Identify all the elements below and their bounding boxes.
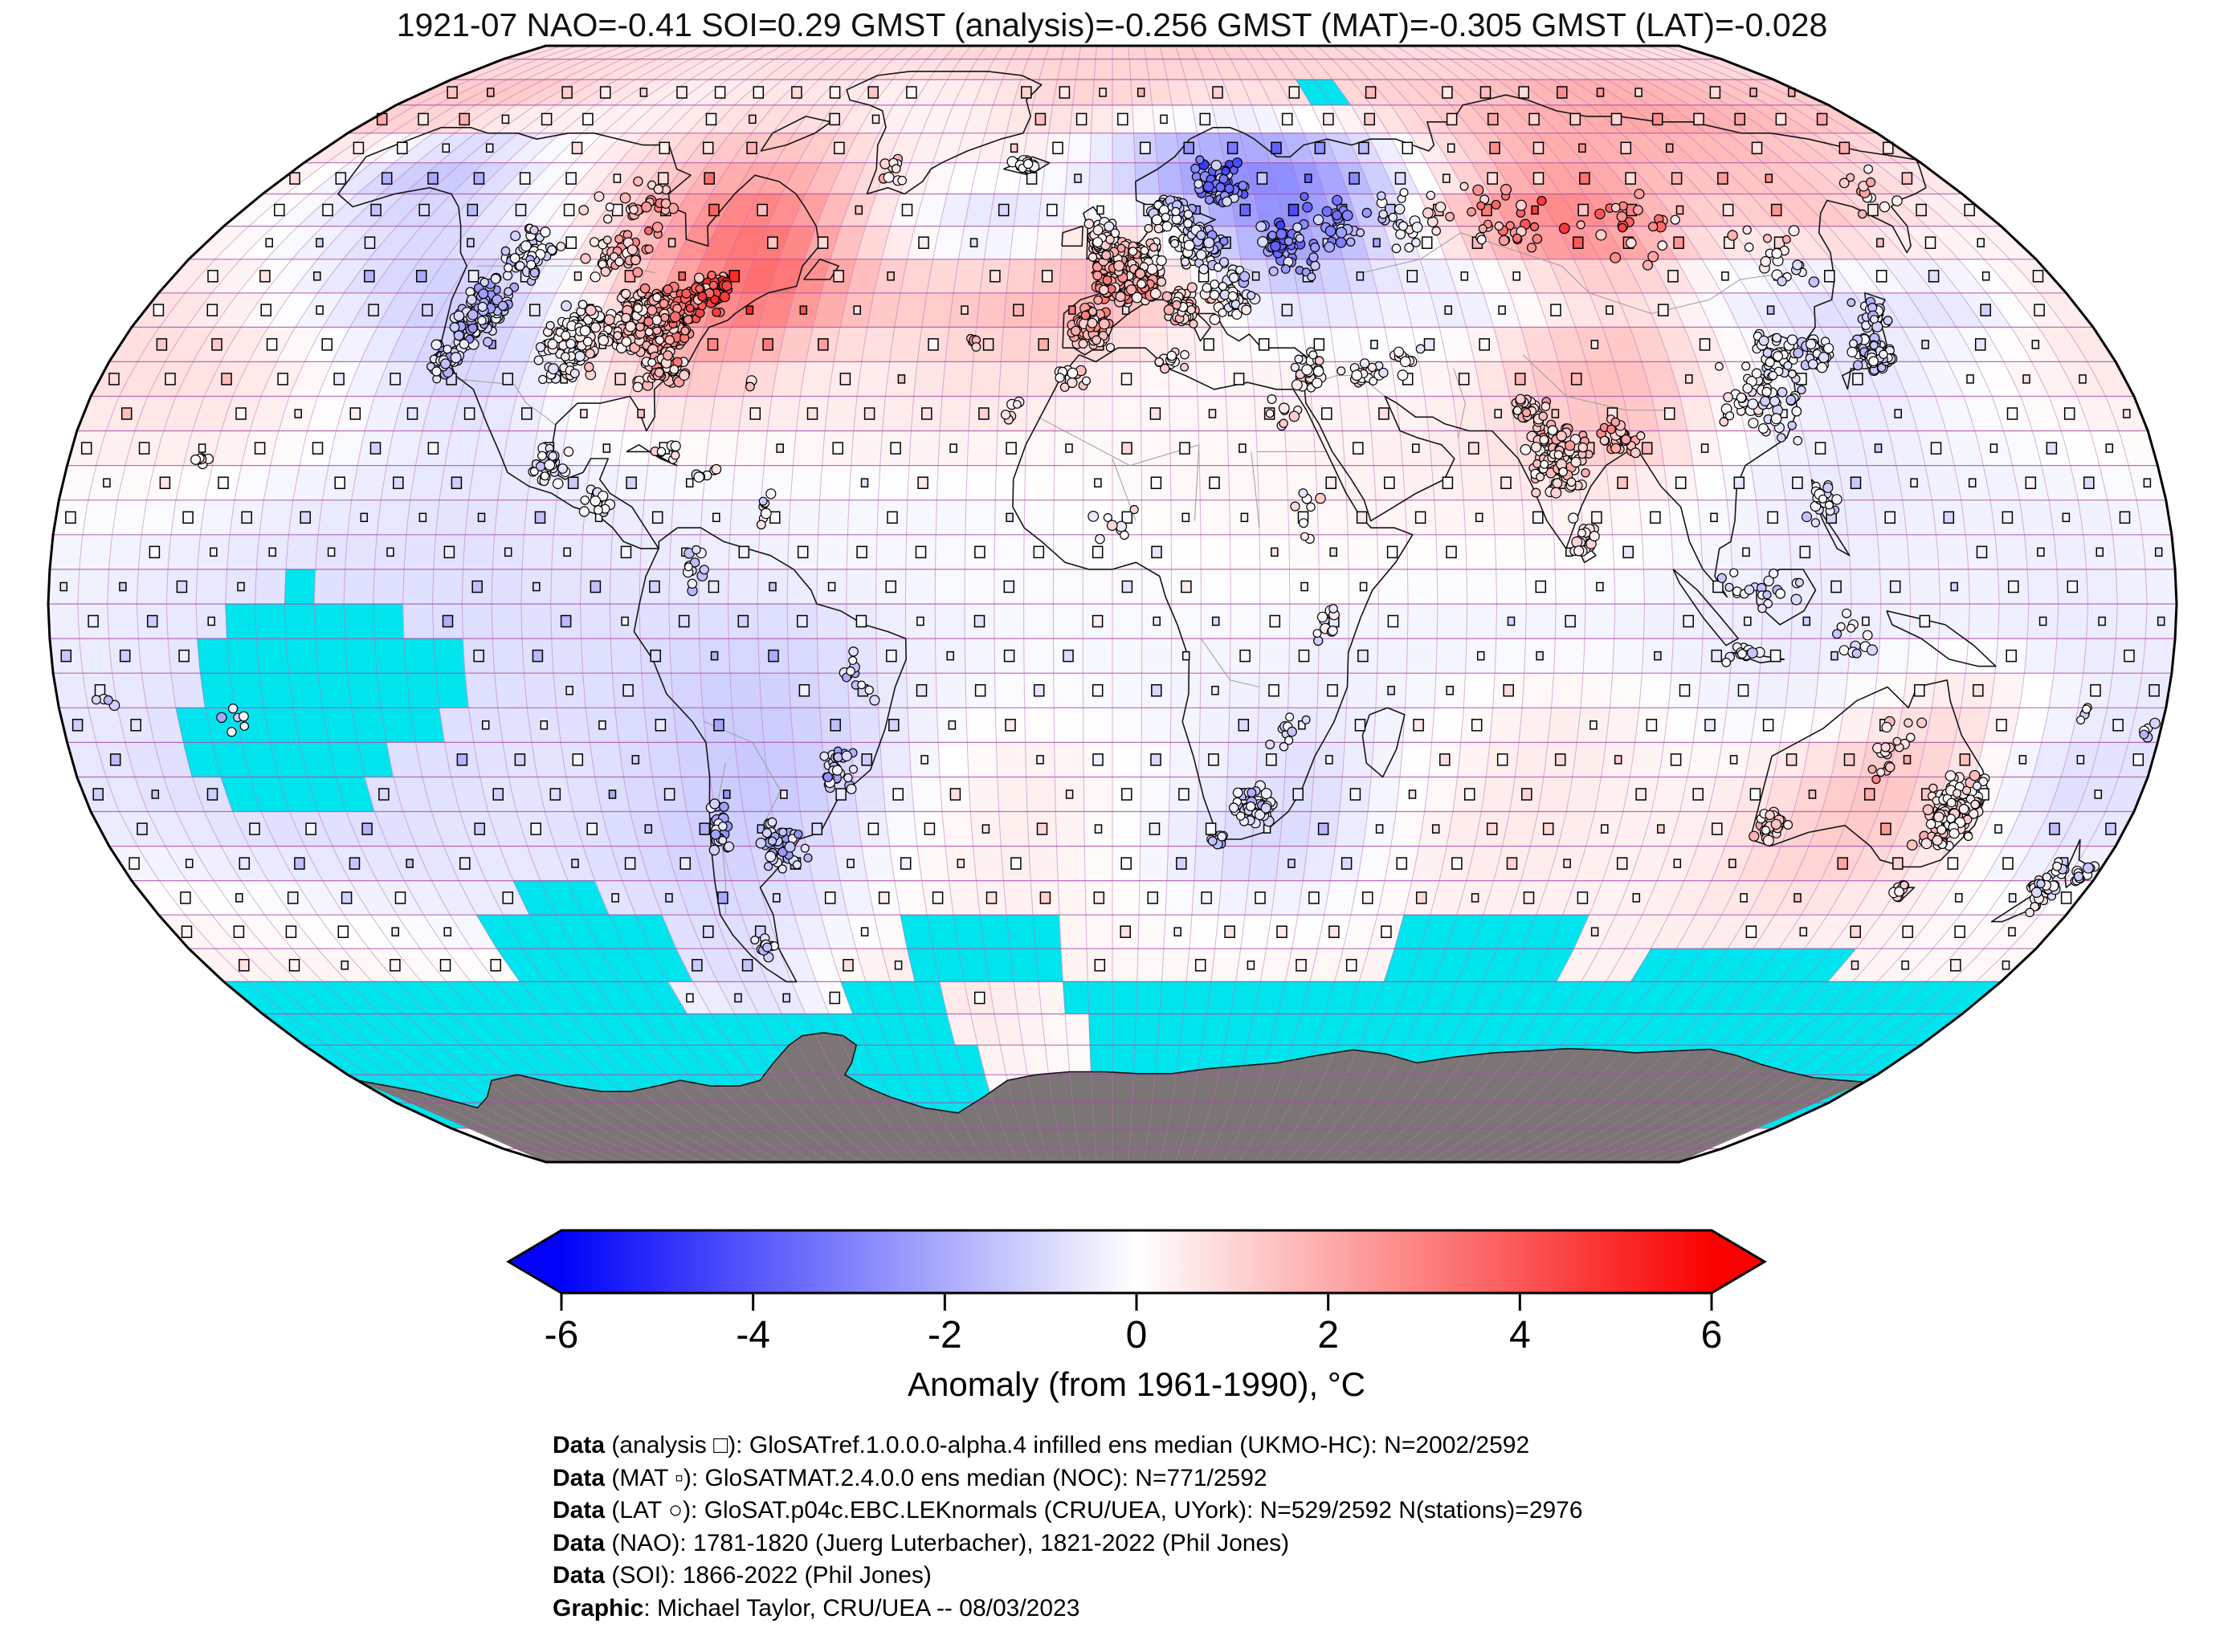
antarctica-landmass	[357, 1032, 1865, 1162]
colorbar-label: Anomaly (from 1961-1990), °C	[907, 1365, 1366, 1403]
colorbar-tick-label: 0	[1126, 1314, 1148, 1356]
caption-soi: Data (SOI): 1866-2022 (Phil Jones)	[553, 1562, 932, 1589]
colorbar-gradient-bar	[506, 1229, 1767, 1295]
page-title: 1921-07 NAO=-0.41 SOI=0.29 GMST (analysi…	[396, 6, 1828, 43]
caption-block: Data (analysis □): GloSATref.1.0.0.0-alp…	[553, 1430, 1583, 1625]
colorbar-tick-label: 4	[1509, 1314, 1531, 1356]
colorbar-tick-label: 2	[1317, 1314, 1339, 1356]
lat-station-circle-markers	[91, 153, 2161, 963]
colorbar-tick-label: -2	[928, 1314, 962, 1356]
analysis-mat-square-markers	[59, 86, 2165, 1005]
country-borders	[454, 232, 1789, 916]
caption-mat: Data (MAT ▫): GloSATMAT.2.4.0.0 ens medi…	[553, 1464, 1267, 1491]
caption-graphic: Graphic: Michael Taylor, CRU/UEA -- 08/0…	[553, 1594, 1080, 1621]
map-outline	[47, 44, 2178, 1164]
caption-lat: Data (LAT ○): GloSAT.p04c.EBC.LEKnormals…	[553, 1497, 1583, 1524]
colorbar-tick-label: -6	[545, 1314, 579, 1356]
colorbar-tick-label: 6	[1701, 1314, 1723, 1356]
colorbar: -6 -4 -2 0 2 4 6	[506, 1229, 1767, 1356]
caption-analysis: Data (analysis □): GloSATref.1.0.0.0-alp…	[553, 1432, 1530, 1458]
caption-nao: Data (NAO): 1781-1820 (Juerg Luterbacher…	[553, 1529, 1290, 1556]
colorbar-tick-label: -4	[736, 1314, 770, 1356]
